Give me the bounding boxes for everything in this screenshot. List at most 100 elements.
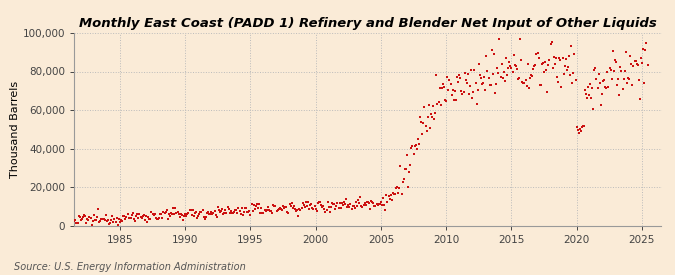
Point [258,211,269,215]
Point [535,83,545,87]
Point [589,68,599,72]
Point [576,125,587,129]
Point [539,69,549,74]
Point [387,191,398,195]
Point [562,65,573,70]
Point [366,199,377,204]
Point [320,210,331,214]
Point [88,213,99,217]
Point [210,213,221,217]
Point [421,129,432,134]
Point [292,208,302,213]
Point [551,75,562,79]
Point [364,201,375,205]
Point [254,210,265,215]
Point [170,205,181,210]
Point [194,211,205,216]
Point [256,206,267,211]
Point [319,207,330,211]
Point [470,80,481,85]
Point [514,75,524,80]
Point [437,86,448,90]
Point [611,59,622,64]
Point [334,200,345,205]
Point [362,200,373,204]
Point [221,211,232,215]
Point [498,70,509,74]
Point [506,66,517,70]
Point [558,72,569,76]
Point [220,207,231,212]
Point [428,104,439,108]
Point [450,88,460,93]
Point [385,193,396,197]
Point [472,88,483,92]
Point [358,203,369,207]
Point [232,211,243,215]
Point [322,200,333,204]
Point [227,211,238,215]
Point [431,72,441,77]
Point [307,206,318,211]
Point [131,214,142,218]
Point [479,75,489,79]
Text: Source: U.S. Energy Information Administration: Source: U.S. Energy Information Administ… [14,262,245,272]
Point [402,153,412,157]
Point [72,221,83,226]
Point [407,144,418,148]
Point [142,220,153,225]
Point [128,211,138,216]
Point [92,214,103,219]
Point [491,81,502,86]
Point [336,201,347,206]
Point [321,207,332,212]
Point [117,218,128,223]
Point [135,215,146,219]
Point [327,202,338,207]
Point [574,126,585,131]
Point [288,204,299,208]
Point [636,55,647,60]
Point [533,56,544,60]
Point [615,65,626,69]
Point [382,199,393,204]
Point [136,215,147,220]
Point [417,131,428,136]
Point [343,203,354,207]
Point [249,207,260,211]
Point [517,79,528,84]
Point [76,218,86,222]
Point [608,68,619,73]
Point [199,217,210,222]
Point [296,206,307,210]
Point [381,192,392,197]
Title: Monthly East Coast (PADD 1) Refinery and Blender Net Input of Other Liquids: Monthly East Coast (PADD 1) Refinery and… [79,17,657,31]
Point [526,74,537,78]
Point [420,124,431,128]
Point [608,49,618,53]
Point [546,40,557,44]
Point [140,214,151,219]
Point [393,191,404,195]
Point [215,209,226,214]
Point [109,216,120,221]
Point [496,62,507,66]
Point [206,210,217,214]
Point [213,208,224,212]
Point [542,90,553,94]
Point [571,124,582,129]
Point [455,75,466,80]
Point [442,75,453,79]
Point [541,68,551,72]
Point [588,107,599,111]
Point [450,97,461,102]
Point [614,93,624,97]
Point [519,81,530,85]
Point [554,56,565,60]
Point [405,163,416,167]
Point [168,206,179,210]
Point [213,205,223,210]
Point [380,208,391,212]
Point [543,63,554,68]
Point [112,223,123,227]
